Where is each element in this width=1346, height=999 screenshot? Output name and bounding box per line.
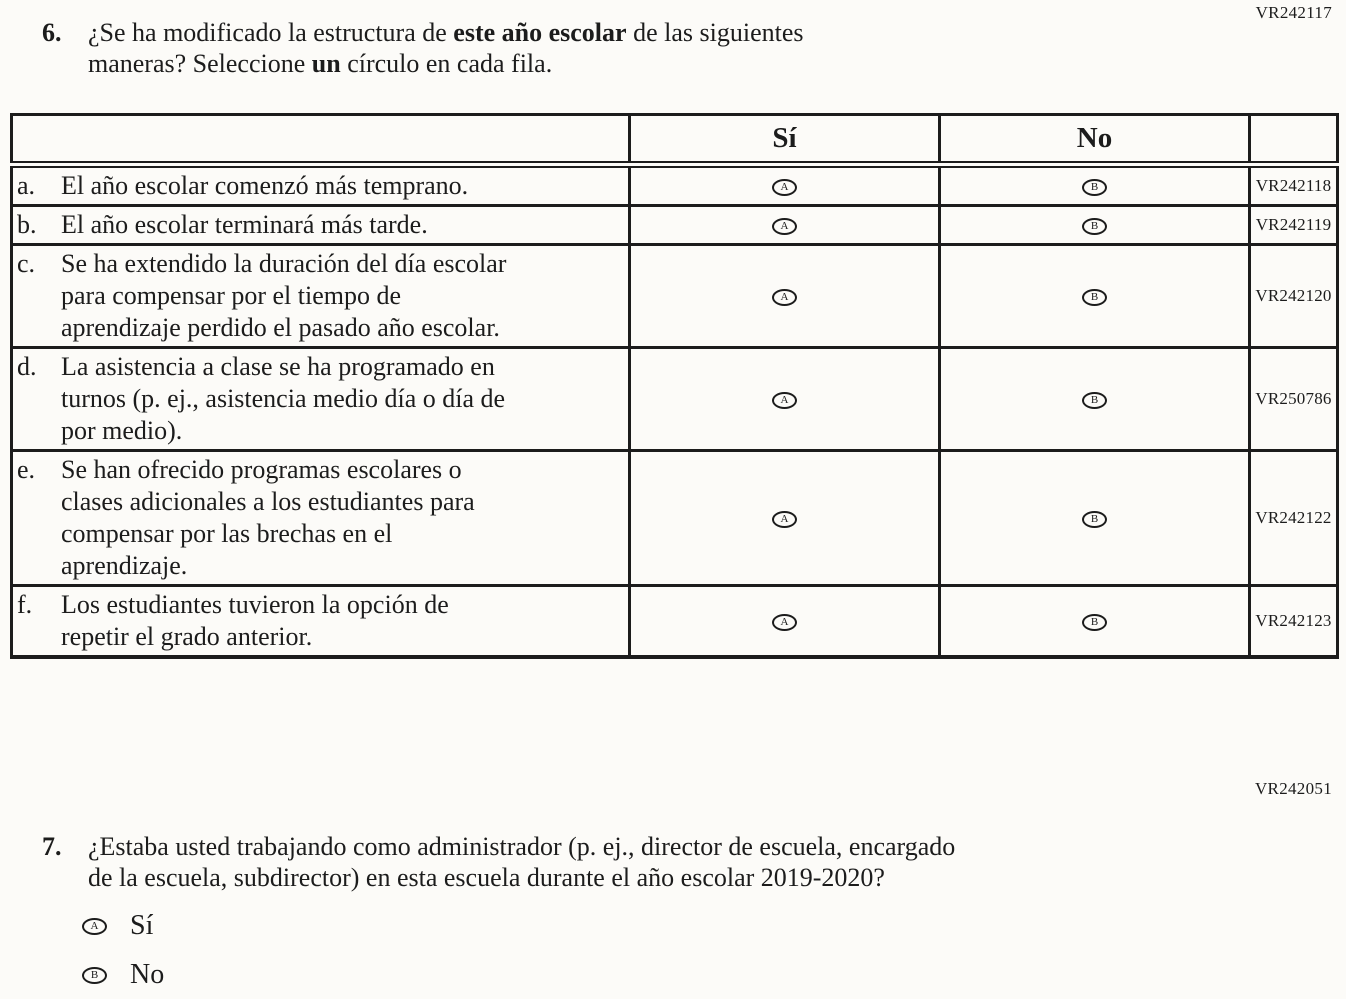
table-row-a: a. El año escolar comenzó más temprano. A… <box>10 163 1339 207</box>
no-cell: B <box>938 243 1251 349</box>
yes-bubble[interactable]: A <box>772 391 797 409</box>
option-no: B No <box>82 957 164 993</box>
no-cell: B <box>938 584 1251 659</box>
no-cell: B <box>938 163 1251 207</box>
yes-cell: A <box>628 449 941 587</box>
item-cell: c. Se ha extendido la duración del día es… <box>10 243 631 349</box>
row-letter: e. <box>17 455 36 484</box>
question-7-options: A Sí B No <box>82 908 164 993</box>
yes-bubble[interactable]: A <box>772 510 797 528</box>
row-code: VR242123 <box>1248 584 1339 659</box>
option-yes-label: Sí <box>130 910 154 941</box>
row-code: VR242119 <box>1248 204 1339 246</box>
no-cell: B <box>938 449 1251 587</box>
row-letter: d. <box>17 352 37 381</box>
option-no-label: No <box>130 959 165 990</box>
question-6-number: 6. <box>42 18 62 47</box>
q6-line2-pre: maneras? Seleccione <box>88 49 312 78</box>
question-6-line2: maneras? Seleccione un círculo en cada f… <box>88 48 804 79</box>
row-letter: b. <box>17 210 37 239</box>
table-row-f: f. Los estudiantes tuvieron la opción de … <box>10 584 1339 659</box>
row-letter: f. <box>17 590 33 619</box>
no-bubble[interactable]: B <box>1082 288 1107 306</box>
row-letter: c. <box>17 249 36 278</box>
no-bubble[interactable]: B <box>1082 178 1107 196</box>
row-text: Se ha extendido la duración del día esco… <box>61 249 507 342</box>
row-text: El año escolar comenzó más temprano. <box>61 171 469 200</box>
no-bubble[interactable]: B <box>1082 613 1107 631</box>
yes-bubble[interactable]: A <box>772 613 797 631</box>
row-text: La asistencia a clase se ha programado e… <box>61 352 506 445</box>
option-yes: A Sí <box>82 908 164 944</box>
header-yes: Sí <box>628 113 941 168</box>
yes-cell: A <box>628 584 941 659</box>
table-row-d: d. La asistencia a clase se ha programado… <box>10 346 1339 452</box>
q6-line2-bold: un <box>311 49 341 78</box>
vr-code-section: VR242051 <box>1254 779 1332 798</box>
header-item-column <box>10 113 631 168</box>
table-row-e: e. Se han ofrecido programas escolares o … <box>10 449 1339 587</box>
row-letter: a. <box>17 171 36 200</box>
no-cell: B <box>938 204 1251 246</box>
option-yes-bubble[interactable]: A <box>82 917 107 935</box>
option-no-bubble[interactable]: B <box>82 966 107 984</box>
question-6: 6. ¿Se ha modificado la estructura de es… <box>42 17 804 79</box>
item-cell: b. El año escolar terminará más tarde. <box>10 204 631 246</box>
yes-cell: A <box>628 204 941 246</box>
q6-line1-post: de las siguientes <box>626 18 804 47</box>
q6-line1-bold: este año escolar <box>453 18 627 47</box>
item-cell: f. Los estudiantes tuvieron la opción de … <box>10 584 631 659</box>
no-bubble[interactable]: B <box>1082 510 1107 528</box>
row-code: VR250786 <box>1248 346 1339 452</box>
yes-cell: A <box>628 346 941 452</box>
row-text: Se han ofrecido programas escolares o cl… <box>61 455 475 580</box>
yes-cell: A <box>628 243 941 349</box>
table-header-row: Sí No <box>10 113 1339 168</box>
header-no: No <box>938 113 1251 168</box>
q6-line2-post: círculo en cada fila. <box>340 49 553 78</box>
row-text: El año escolar terminará más tarde. <box>61 210 428 239</box>
row-code: VR242122 <box>1248 449 1339 587</box>
question-7-number: 7. <box>42 832 62 861</box>
yes-cell: A <box>628 163 941 207</box>
question-6-line1: ¿Se ha modificado la estructura de este … <box>88 17 804 48</box>
yes-bubble[interactable]: A <box>772 178 797 196</box>
item-cell: a. El año escolar comenzó más temprano. <box>10 163 631 207</box>
row-code: VR242120 <box>1248 243 1339 349</box>
question-6-text: ¿Se ha modificado la estructura de este … <box>88 17 804 79</box>
no-cell: B <box>938 346 1251 452</box>
row-code: VR242118 <box>1248 163 1339 207</box>
vr-code-top: VR242117 <box>1255 3 1332 22</box>
no-bubble[interactable]: B <box>1082 217 1107 235</box>
question-6-table: Sí No a. El año escolar comenzó más tempr… <box>10 113 1339 659</box>
item-cell: d. La asistencia a clase se ha programado… <box>10 346 631 452</box>
question-7: 7. ¿Estaba usted trabajando como adminis… <box>42 831 955 893</box>
yes-bubble[interactable]: A <box>772 217 797 235</box>
yes-bubble[interactable]: A <box>772 288 797 306</box>
header-code-column <box>1248 113 1339 168</box>
question-7-text: ¿Estaba usted trabajando como administra… <box>88 832 956 892</box>
no-bubble[interactable]: B <box>1082 391 1107 409</box>
table-row-b: b. El año escolar terminará más tarde. A … <box>10 204 1339 246</box>
q6-line1-pre: ¿Se ha modificado la estructura de <box>88 18 454 47</box>
table-row-c: c. Se ha extendido la duración del día es… <box>10 243 1339 349</box>
item-cell: e. Se han ofrecido programas escolares o … <box>10 449 631 587</box>
row-text: Los estudiantes tuvieron la opción de re… <box>61 590 449 651</box>
